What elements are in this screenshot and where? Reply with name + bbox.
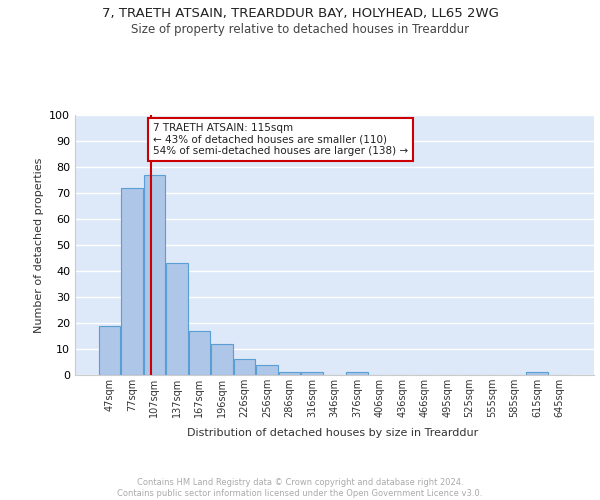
Bar bbox=[234, 360, 255, 375]
Bar bbox=[301, 372, 323, 375]
Bar bbox=[256, 364, 278, 375]
Text: 7 TRAETH ATSAIN: 115sqm
← 43% of detached houses are smaller (110)
54% of semi-d: 7 TRAETH ATSAIN: 115sqm ← 43% of detache… bbox=[153, 123, 408, 156]
Bar bbox=[121, 188, 143, 375]
Bar bbox=[526, 372, 548, 375]
Text: Contains HM Land Registry data © Crown copyright and database right 2024.
Contai: Contains HM Land Registry data © Crown c… bbox=[118, 478, 482, 498]
Text: 7, TRAETH ATSAIN, TREARDDUR BAY, HOLYHEAD, LL65 2WG: 7, TRAETH ATSAIN, TREARDDUR BAY, HOLYHEA… bbox=[101, 8, 499, 20]
Bar bbox=[211, 344, 233, 375]
Bar bbox=[188, 331, 210, 375]
Y-axis label: Number of detached properties: Number of detached properties bbox=[34, 158, 44, 332]
Bar bbox=[143, 175, 165, 375]
Bar bbox=[166, 263, 188, 375]
Bar bbox=[346, 372, 368, 375]
Bar bbox=[98, 326, 120, 375]
Text: Distribution of detached houses by size in Trearddur: Distribution of detached houses by size … bbox=[187, 428, 479, 438]
Bar bbox=[279, 372, 300, 375]
Text: Size of property relative to detached houses in Trearddur: Size of property relative to detached ho… bbox=[131, 22, 469, 36]
